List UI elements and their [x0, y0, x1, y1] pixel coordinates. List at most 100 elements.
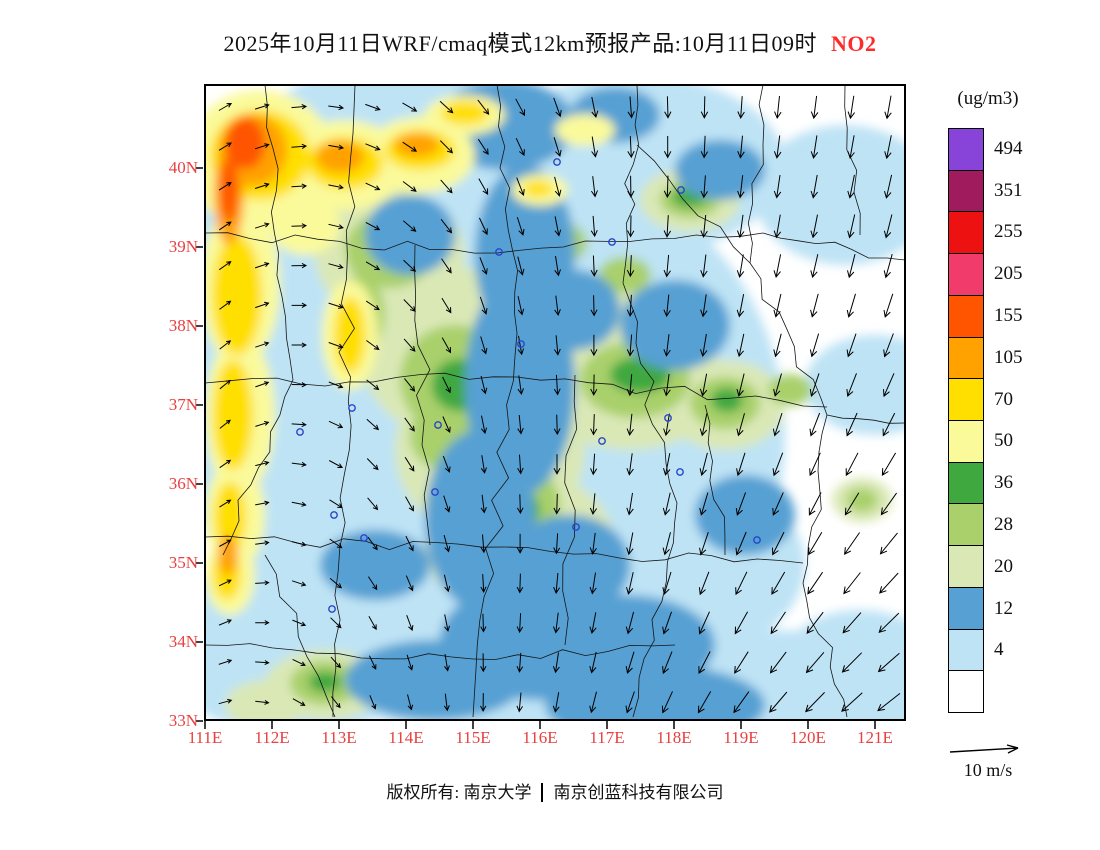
wind-arrow [516, 177, 525, 196]
wind-arrow [810, 254, 819, 279]
wind-arrow [734, 611, 749, 635]
wind-arrow [406, 615, 414, 632]
wind-arrow [480, 534, 487, 554]
wind-arrow [404, 378, 416, 392]
x-axis-tick-label: 119E [723, 728, 759, 747]
wind-reference-label: 10 m/s [963, 760, 1013, 780]
wind-arrow [590, 453, 598, 476]
wind-arrow [589, 532, 597, 555]
x-axis-tick-label: 116E [522, 728, 558, 747]
copyright-left: 版权所有: 南京大学 [386, 783, 532, 802]
axis-ticks [196, 167, 876, 729]
wind-arrow [328, 302, 344, 309]
concentration-blob [225, 680, 305, 720]
wind-arrow [442, 376, 451, 394]
wind-arrow [255, 540, 270, 546]
wind-arrow [770, 611, 786, 635]
wind-arrow [809, 333, 820, 358]
wind-arrow [219, 379, 231, 390]
wind-arrow [846, 412, 858, 437]
city-marker [296, 428, 304, 436]
wind-arrow [773, 293, 782, 318]
wind-arrow [255, 699, 270, 705]
concentration-blob [790, 610, 905, 690]
border-line [562, 374, 578, 646]
border-line [504, 546, 804, 564]
city-marker [431, 488, 439, 496]
wind-arrow [255, 301, 270, 309]
colorbar-segment [949, 378, 983, 421]
colorbar-segment [949, 670, 983, 713]
wind-arrow [328, 420, 344, 429]
border-line [205, 232, 498, 254]
wind-arrow [663, 136, 672, 159]
wind-arrow [878, 612, 900, 634]
wind-arrow [404, 417, 415, 432]
wind-arrow [291, 143, 308, 150]
wind-arrow [842, 612, 862, 634]
wind-arrow [772, 452, 784, 477]
wind-arrow [590, 215, 598, 238]
wind-arrow [219, 300, 232, 310]
wind-arrow [403, 259, 417, 272]
colorbar-segment [949, 169, 983, 212]
wind-arrow [700, 135, 709, 159]
wind-arrow [443, 693, 450, 712]
wind-arrow [480, 693, 487, 712]
wind-arrow [847, 174, 855, 199]
wind-arrow [328, 184, 344, 190]
wind-arrow [847, 253, 856, 279]
wind-arrow [626, 334, 635, 357]
wind-arrow [881, 452, 897, 477]
x-axis-tick-label: 118E [656, 728, 692, 747]
wind-arrow [442, 455, 451, 473]
colorbar [948, 128, 984, 713]
wind-arrow [589, 493, 598, 516]
city-marker [348, 404, 356, 412]
colorbar-unit-label: (ug/m3) [957, 88, 1019, 109]
wind-arrow [444, 654, 450, 672]
wind-arrow [737, 175, 745, 199]
wind-arrow [590, 374, 598, 396]
wind-arrow [879, 572, 899, 594]
wind-arrow [847, 95, 855, 120]
wind-arrow [477, 138, 489, 155]
wind-arrow [884, 174, 893, 199]
wind-arrow [328, 104, 345, 111]
wind-arrow [517, 375, 524, 395]
border-line [414, 244, 431, 546]
wind-arrow [590, 334, 598, 357]
wind-arrow [291, 342, 307, 348]
city-marker [360, 534, 368, 542]
wind-arrow [553, 137, 562, 158]
wind-arrow [626, 532, 634, 556]
wind-arrow [291, 302, 308, 308]
wind-arrow [441, 258, 452, 274]
concentration-blob [695, 475, 795, 555]
concentration-blob [316, 141, 364, 173]
colorbar-segment [949, 420, 983, 462]
wind-arrow [737, 214, 745, 239]
wind-arrow [516, 613, 524, 634]
wind-arrow [626, 413, 634, 436]
wind-arrow [810, 293, 819, 318]
concentration-blob [220, 158, 238, 222]
wind-arrow [626, 374, 634, 397]
concentration-blob [218, 535, 238, 575]
wind-arrow [478, 217, 488, 236]
wind-arrow [369, 695, 377, 710]
x-axis-tick-label: 115E [455, 728, 491, 747]
wind-arrow [328, 342, 344, 349]
wind-arrow [402, 141, 418, 152]
wind-arrow [366, 379, 380, 391]
border-line [222, 379, 294, 556]
wind-arrow [663, 453, 671, 476]
wind-arrow [219, 459, 232, 469]
wind-arrow [218, 142, 232, 151]
wind-arrow [255, 381, 270, 388]
wind-arrow [516, 494, 524, 515]
y-axis-tick-label: 37N [168, 395, 198, 414]
wind-arrow [440, 218, 453, 234]
wind-arrow [847, 214, 856, 239]
